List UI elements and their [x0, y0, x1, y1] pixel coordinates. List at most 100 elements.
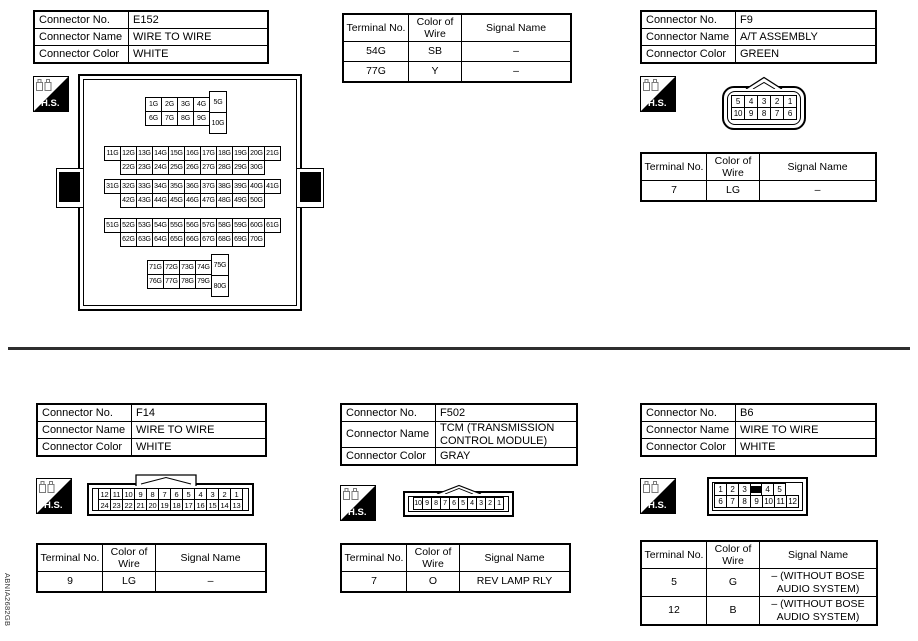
pin-cell: 2G — [161, 97, 178, 112]
left-wing — [59, 172, 80, 202]
terminal-row: 9 LG – — [36, 571, 267, 593]
connector-color-value: GRAY — [435, 447, 578, 466]
wire-cell: SB — [408, 41, 462, 62]
hs-label: H.S. — [41, 98, 60, 109]
terminal-rows: 7 LG – — [640, 180, 877, 202]
connector-name-label: Connector Name — [36, 421, 132, 439]
hs-label: H.S. — [44, 500, 63, 511]
terminal-row: 54G SB – — [342, 41, 572, 62]
pin-row: 51G 52G 53G 54G 55G 56G 57G 58G 59G 60G 61G — [104, 218, 281, 233]
pin-cell: 20G — [248, 146, 265, 161]
terminal-table-f502: Terminal No. Color of Wire Signal Name 7… — [340, 543, 571, 593]
info-row: Connector Name WIRE TO WIRE — [640, 421, 877, 439]
terminal-table-f9: Terminal No. Color of Wire Signal Name 7… — [640, 152, 877, 202]
pin-cell: 8 — [757, 107, 771, 120]
pin-cell: 74G — [195, 260, 212, 275]
pin-cell: 55G — [168, 218, 185, 233]
wire-cell: G — [706, 567, 760, 598]
info-row: Connector No. F9 — [640, 10, 877, 29]
pin-cell: 19 — [158, 499, 171, 511]
info-row: Connector Color WHITE — [33, 45, 269, 64]
pin-cell: 47G — [200, 193, 217, 208]
connector-name-value: WIRE TO WIRE — [735, 421, 877, 439]
connector-key-tab — [135, 474, 197, 486]
pin-row: 1G 2G 3G 4G — [145, 97, 210, 112]
pin-cell: 70G — [248, 232, 265, 247]
pin-cell: 13 — [230, 499, 243, 511]
pin-cell: 58G — [216, 218, 233, 233]
pin-cell: 62G — [120, 232, 137, 247]
wire-cell: LG — [706, 180, 760, 202]
terminal-cell: 9 — [36, 571, 103, 593]
pin-cell: 69G — [232, 232, 249, 247]
pin-cell: 28G — [216, 160, 233, 175]
pin-cell: 61G — [264, 218, 281, 233]
right-wing — [300, 172, 321, 202]
header-row: Terminal No. Color of Wire Signal Name — [36, 543, 267, 572]
pin-cell: 46G — [184, 193, 201, 208]
connector-no-value: F502 — [435, 403, 578, 422]
pin-cell: 67G — [200, 232, 217, 247]
f14-connector-diagram: 12 11 10 9 8 7 6 5 4 3 2 1 24 23 22 21 20 19 18 17 16 15 14 13 — [87, 474, 254, 516]
connector-name-label: Connector Name — [340, 420, 436, 449]
connector-name-label: Connector Name — [33, 28, 129, 46]
connector-info-table-b6: Connector No. B6 Connector Name WIRE TO … — [640, 403, 877, 457]
connector-name-value: WIRE TO WIRE — [128, 28, 269, 46]
pin-row: 62G 63G 64G 65G 66G 67G 68G 69G 70G — [120, 232, 265, 247]
pin-cell: 39G — [232, 179, 249, 194]
connector-inner-outline — [727, 91, 801, 125]
pin-cell: 48G — [216, 193, 233, 208]
pin-cell: 12 — [786, 495, 799, 508]
pin-cell: 9 — [744, 107, 758, 120]
connector-color-value: WHITE — [735, 438, 877, 457]
connector-info-table-e152: Connector No. E152 Connector Name WIRE T… — [33, 10, 269, 64]
pin-row: 6 7 8 9 10 11 12 — [714, 495, 799, 508]
connector-no-value: F14 — [131, 403, 267, 422]
pin-cell: 16G — [184, 146, 201, 161]
pin-cell: 75G — [211, 254, 229, 276]
connector-color-value: GREEN — [735, 45, 877, 64]
pin-cell: 8G — [177, 111, 194, 126]
info-row: Connector Name WIRE TO WIRE — [36, 421, 267, 439]
connector-info-table-f14: Connector No. F14 Connector Name WIRE TO… — [36, 403, 267, 457]
wire-cell: Y — [408, 61, 462, 83]
figure-code: ABNIA2682GB — [3, 573, 12, 627]
pin-column: 75G 80G — [211, 254, 229, 297]
pin-cell: 30G — [248, 160, 265, 175]
e152-connector-diagram: 1G 2G 3G 4G 6G 7G 8G 9G 5G 10G 11G 12G 13G 14G 15G 1… — [56, 74, 324, 311]
wire-color-header: Color of Wire — [102, 543, 156, 572]
pin-cell: 3G — [177, 97, 194, 112]
signal-cell: – (WITHOUT BOSE AUDIO SYSTEM) — [759, 567, 878, 598]
pin-cell: 43G — [136, 193, 153, 208]
pin-cell: 11G — [104, 146, 121, 161]
signal-cell: – (WITHOUT BOSE AUDIO SYSTEM) — [759, 596, 878, 626]
pin-cell: 12G — [120, 146, 137, 161]
pin-cell: 79G — [195, 274, 212, 289]
terminal-rows: 54G SB – 77G Y – — [342, 41, 572, 83]
pin-cell: 19G — [232, 146, 249, 161]
terminal-table-f14: Terminal No. Color of Wire Signal Name 9… — [36, 543, 267, 593]
info-row: Connector Name WIRE TO WIRE — [33, 28, 269, 46]
header-row: Terminal No. Color of Wire Signal Name — [640, 152, 877, 181]
connector-key-tab — [436, 484, 482, 494]
pin-row: 76G 77G 78G 79G — [147, 274, 212, 289]
terminal-row: 5 G – (WITHOUT BOSE AUDIO SYSTEM) — [640, 567, 878, 598]
pin-cell: 33G — [136, 179, 153, 194]
connector-name-label: Connector Name — [640, 421, 736, 439]
pin-row: 31G 32G 33G 34G 35G 36G 37G 38G 39G 40G 41G — [104, 179, 281, 194]
pin-cell: 72G — [163, 260, 180, 275]
pin-cell: 54G — [152, 218, 169, 233]
pin-cell: 68G — [216, 232, 233, 247]
pin-cell: 37G — [200, 179, 217, 194]
terminal-cell: 7 — [640, 180, 707, 202]
connector-inner-outline — [408, 496, 509, 512]
f502-connector-diagram: 10 9 8 7 6 5 4 3 2 1 — [403, 484, 514, 517]
pin-cell: 64G — [152, 232, 169, 247]
header-row: Terminal No. Color of Wire Signal Name — [340, 543, 571, 572]
info-row: Connector Color GREEN — [640, 45, 877, 64]
terminal-row: 77G Y – — [342, 61, 572, 83]
pin-cell: 31G — [104, 179, 121, 194]
